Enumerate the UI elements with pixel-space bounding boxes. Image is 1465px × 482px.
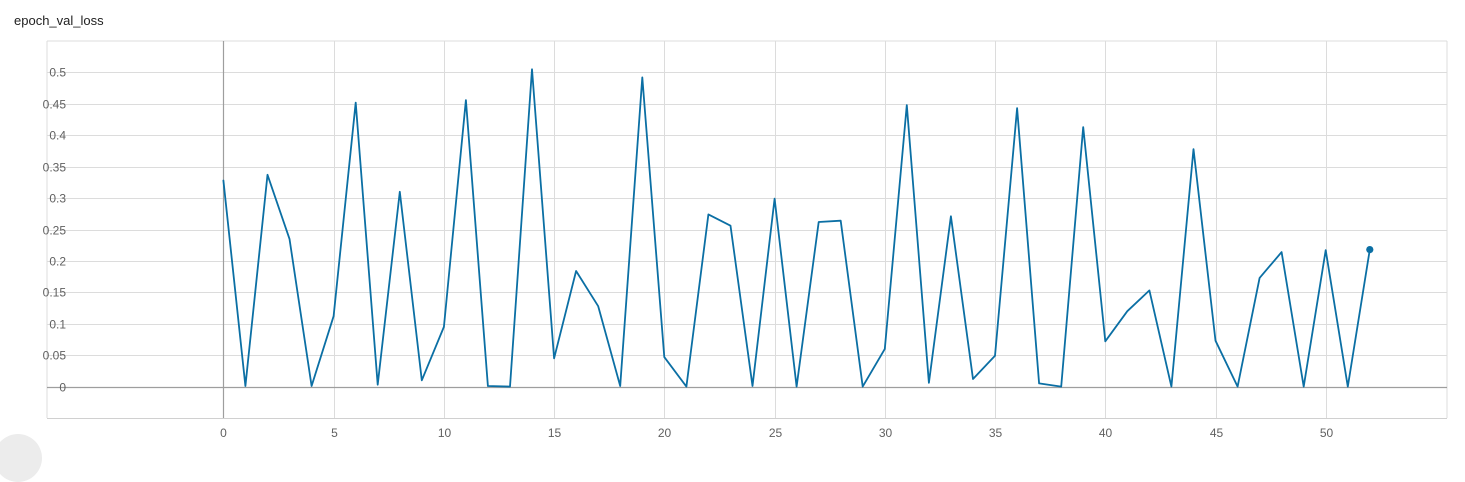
data-point [398,190,402,194]
corner-bubble-icon [0,434,42,482]
data-point [574,269,578,273]
data-point [420,378,424,382]
chart-title: epoch_val_loss [14,13,104,28]
data-point [1125,309,1129,313]
series-layer [221,67,1374,389]
data-point [1015,106,1019,110]
data-point [1169,385,1173,389]
x-tick-label: 40 [1099,426,1113,440]
data-point [354,101,358,105]
data-point [1214,339,1218,343]
y-tick-label: 0.35 [43,161,67,175]
y-tick-label: 0.5 [49,66,66,80]
data-point [927,381,931,385]
data-point [288,237,292,241]
data-point [1081,125,1085,129]
data-point [618,384,622,388]
x-tick-label: 50 [1320,426,1334,440]
data-point [729,224,733,228]
data-point [861,385,865,389]
data-point [839,219,843,223]
y-tick-label: 0.4 [49,129,66,143]
data-point [1059,385,1063,389]
x-tick-label: 20 [658,426,672,440]
x-tick-label: 10 [438,426,452,440]
last-data-point [1366,246,1374,254]
data-point [332,314,336,318]
data-point [1037,381,1041,385]
y-tick-label: 0.05 [43,349,67,363]
y-tick-label: 0.3 [49,192,66,206]
y-tick-label: 0.1 [49,318,66,332]
data-point [1103,339,1107,343]
data-point [1147,288,1151,292]
data-point [1280,250,1284,254]
data-point [508,385,512,389]
data-point [1302,385,1306,389]
data-point [640,75,644,79]
data-point [1236,385,1240,389]
x-tick-label: 45 [1210,426,1224,440]
data-point [266,173,270,177]
y-tick-label: 0.25 [43,224,67,238]
x-tick-label: 30 [879,426,893,440]
data-point [486,384,490,388]
y-tick-label: 0 [59,381,66,395]
data-point [1324,248,1328,252]
data-point [706,212,710,216]
data-point [442,325,446,329]
data-point [1258,276,1262,280]
data-point [883,347,887,351]
data-point [905,103,909,107]
y-tick-label: 0.15 [43,286,67,300]
tick-labels: 0 0.05 0.1 0.15 0.2 0.25 0.3 0.35 0.4 0.45 0.5 0 5 10… [43,66,1334,441]
x-tick-label: 35 [989,426,1003,440]
data-point [1192,147,1196,151]
data-point [376,383,380,387]
x-tick-label: 15 [548,426,562,440]
data-point [530,67,534,71]
grid-lines [46,40,1448,418]
data-point [993,354,997,358]
line-chart: 0 0.05 0.1 0.15 0.2 0.25 0.3 0.35 0.4 0.45 0.5 0 5 10… [43,40,1448,441]
data-point [971,377,975,381]
data-point [221,179,225,183]
data-point [464,98,468,102]
data-point [751,384,755,388]
data-point [684,385,688,389]
data-point [817,220,821,224]
x-tick-label: 25 [769,426,783,440]
data-point [795,385,799,389]
data-point [243,384,247,388]
axes [47,41,1447,419]
data-point [310,384,314,388]
data-point [949,214,953,218]
series-line [222,68,1371,388]
y-tick-label: 0.2 [49,255,66,269]
data-point [1346,385,1350,389]
data-point [596,304,600,308]
x-tick-label: 5 [331,426,338,440]
data-point [773,197,777,201]
y-tick-label: 0.45 [43,98,67,112]
data-point [662,355,666,359]
data-point [552,356,556,360]
x-tick-label: 0 [220,426,227,440]
